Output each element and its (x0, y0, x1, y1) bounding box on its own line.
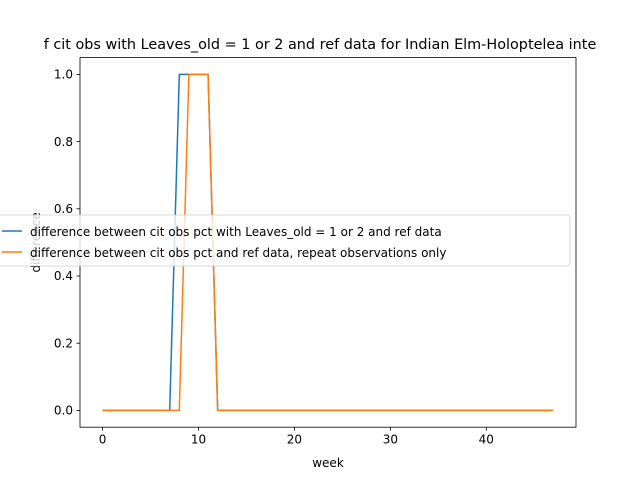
y-tick-label: 0.6 (54, 202, 73, 216)
legend-label-series-1: difference between cit obs pct with Leav… (30, 225, 442, 239)
y-tick-label: 0.4 (54, 269, 73, 283)
y-tick-label: 0.2 (54, 336, 73, 350)
series-line-2 (102, 73, 554, 412)
x-axis-ticks: 0 10 20 30 40 (99, 427, 494, 447)
y-tick-label: 0.8 (54, 135, 73, 149)
x-tick-label: 0 (99, 433, 107, 447)
legend: difference between cit obs pct with Leav… (0, 214, 571, 267)
x-tick-label: 10 (191, 433, 206, 447)
chart-title: f cit obs with Leaves_old = 1 or 2 and r… (44, 37, 597, 53)
legend-label-series-2: difference between cit obs pct and ref d… (30, 246, 446, 260)
series-layer (102, 73, 554, 412)
y-tick-label: 1.0 (54, 68, 73, 82)
y-axis-ticks: 0.0 0.2 0.4 0.6 0.8 1.0 (54, 68, 80, 418)
x-tick-label: 30 (383, 433, 398, 447)
y-tick-label: 0.0 (54, 404, 73, 418)
x-axis-label: week (312, 456, 344, 470)
x-tick-label: 20 (287, 433, 302, 447)
legend-box (0, 214, 571, 267)
x-tick-label: 40 (479, 433, 494, 447)
